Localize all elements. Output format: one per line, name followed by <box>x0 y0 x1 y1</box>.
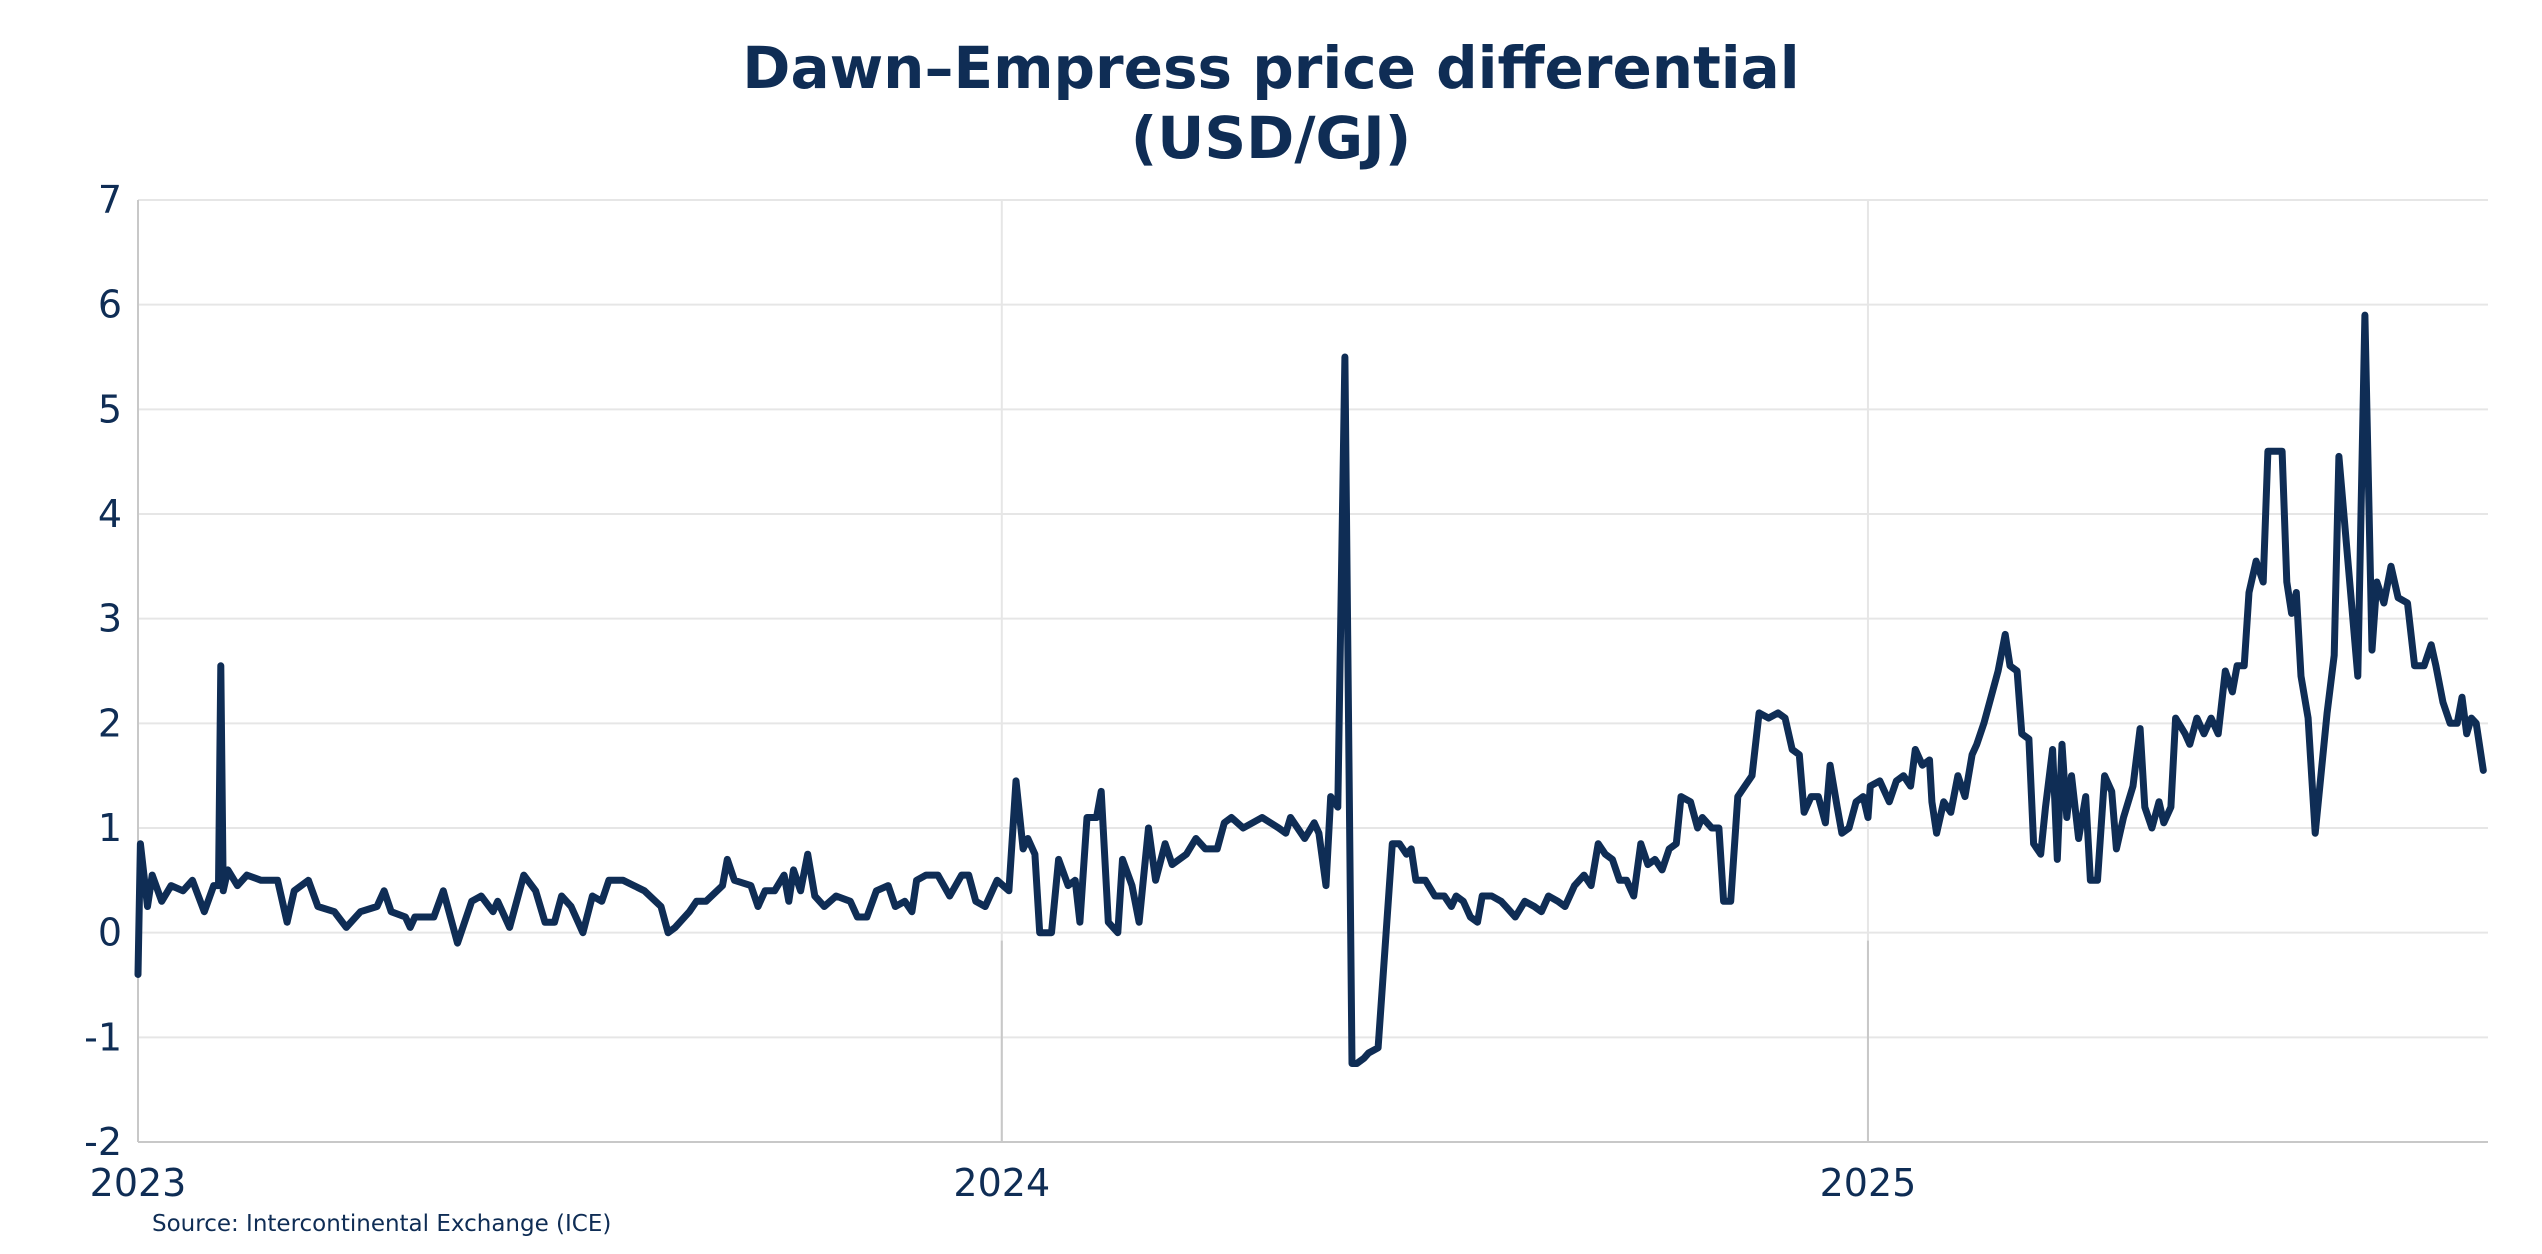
source-note: Source: Intercontinental Exchange (ICE) <box>152 1211 611 1237</box>
y-tick-labels: 7 6 5 4 3 2 1 0 -1 -2 <box>84 178 122 1164</box>
axes <box>137 200 2488 1143</box>
x-tick-label: 2025 <box>1820 1161 1917 1205</box>
y-tick-label: 0 <box>98 911 122 955</box>
y-tick-label: 2 <box>98 701 122 745</box>
series-line-0 <box>134 311 2487 1067</box>
chart-title-line-1: Dawn–Empress price differential <box>742 34 1799 102</box>
x-tick-label: 2024 <box>953 1161 1050 1205</box>
y-tick-label: -1 <box>84 1015 122 1059</box>
gridlines <box>137 199 2488 1142</box>
y-tick-label: -2 <box>84 1120 122 1164</box>
y-tick-label: 3 <box>98 597 122 641</box>
x-tick-labels: 2023 2024 2025 <box>90 1161 1917 1205</box>
y-tick-label: 1 <box>98 806 122 850</box>
y-tick-label: 6 <box>98 283 122 327</box>
series <box>134 311 2487 1067</box>
x-tick-label: 2023 <box>90 1161 187 1205</box>
chart-title-line-2: (USD/GJ) <box>1131 104 1411 172</box>
y-tick-label: 7 <box>98 178 122 222</box>
y-tick-label: 4 <box>98 492 122 536</box>
y-tick-label: 5 <box>98 387 122 431</box>
